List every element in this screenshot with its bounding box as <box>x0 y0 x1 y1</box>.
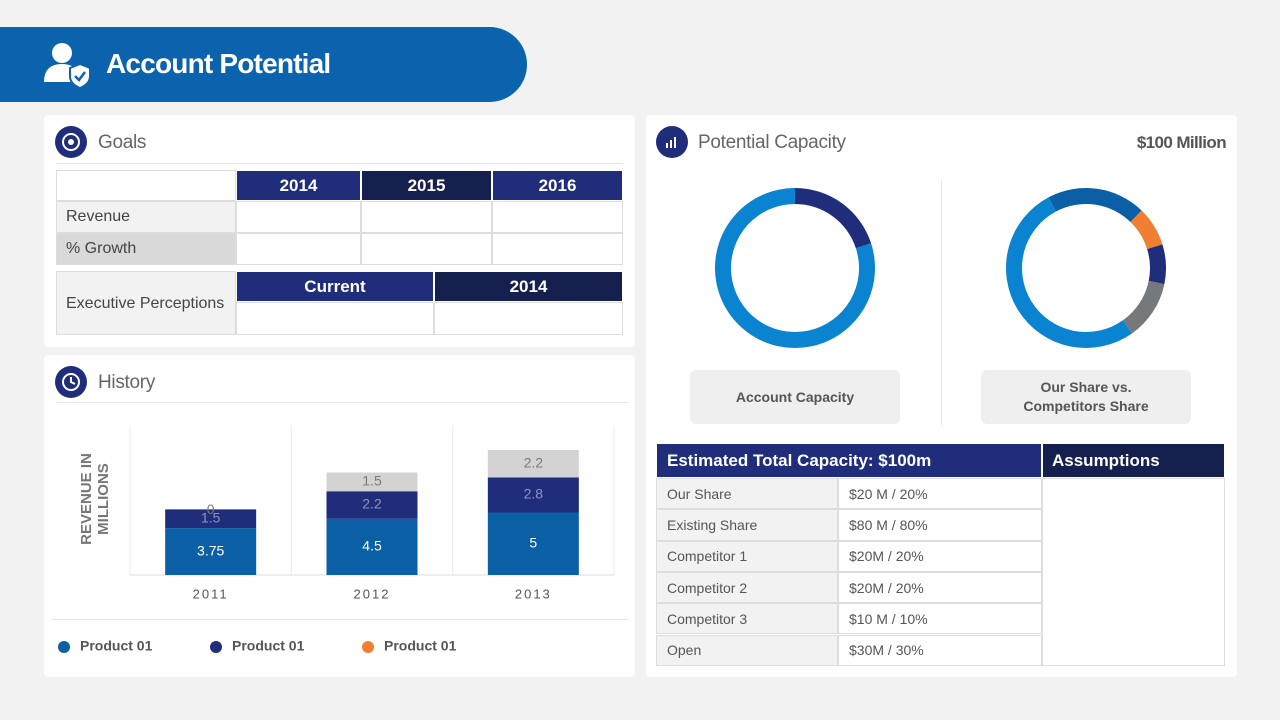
row-label: Competitor 3 <box>656 603 838 635</box>
x-tick-label: 2011 <box>193 586 229 601</box>
table-cell: $30M / 30% <box>838 634 1042 666</box>
bar-segment <box>326 518 418 575</box>
section-title: Goals <box>98 132 147 153</box>
row-label: % Growth <box>56 233 236 265</box>
table-cell <box>236 302 434 335</box>
table-cell <box>361 233 492 265</box>
legend-label: Product 01 <box>232 638 305 654</box>
table-cell: $20M / 20% <box>838 540 1042 572</box>
data-label: 2.2 <box>524 454 544 470</box>
row-label: Existing Share <box>656 509 838 541</box>
data-label: 5 <box>529 534 537 550</box>
legend-label: Product 01 <box>80 638 153 654</box>
bar-segment <box>326 472 418 492</box>
goals-icon <box>55 126 87 158</box>
table-cell <box>492 233 623 265</box>
y-axis-label: REVENUE IN MILLIONS <box>78 453 112 545</box>
column-header: Current <box>236 271 434 302</box>
table-cell <box>434 302 623 335</box>
donut-label: Account Capacity <box>690 370 900 424</box>
table-cell: $20 M / 20% <box>838 478 1042 510</box>
divider <box>52 619 628 620</box>
x-tick-label: 2013 <box>515 586 552 601</box>
table-cell <box>361 201 492 233</box>
donut-segment <box>1006 197 1133 348</box>
donut-segment <box>1048 188 1142 222</box>
data-label: 1.5 <box>362 473 382 489</box>
legend-marker <box>58 641 70 653</box>
capacity-total: $100 Million <box>1136 133 1227 152</box>
donut-segment <box>795 188 872 249</box>
section-title: Potential Capacity <box>698 132 846 153</box>
donut-segment <box>1122 280 1165 334</box>
row-label: Competitor 2 <box>656 571 838 604</box>
data-label: 2.8 <box>524 486 544 502</box>
data-label: 4.5 <box>362 538 382 554</box>
donut-segment <box>1130 210 1163 250</box>
table-cell: $20M / 20% <box>838 571 1042 604</box>
table-header: Estimated Total Capacity: $100m <box>656 443 1042 478</box>
bar-segment <box>487 450 579 478</box>
row-label: Revenue <box>56 201 236 233</box>
bar-segment <box>487 512 579 575</box>
row-label: Our Share <box>656 478 838 510</box>
data-label: 1.5 <box>201 509 221 525</box>
year-header: 2014 <box>236 170 361 201</box>
section-title: History <box>98 372 156 393</box>
column-header: 2014 <box>434 271 623 302</box>
table-cell <box>236 201 361 233</box>
legend-label: Product 01 <box>384 638 457 654</box>
table-header: Assumptions <box>1042 443 1225 478</box>
page-title: Account Potential <box>106 48 331 79</box>
history-icon <box>55 366 87 398</box>
divider <box>941 180 942 425</box>
table-cell: $80 M / 80% <box>838 509 1042 541</box>
data-label: 0 <box>207 501 215 517</box>
divider <box>56 402 628 403</box>
row-label: Open <box>656 634 838 666</box>
data-label: 2.2 <box>362 496 382 512</box>
header-icon <box>44 43 91 90</box>
year-header: 2016 <box>492 170 623 201</box>
table-cell <box>492 201 623 233</box>
bar-segment <box>487 477 579 513</box>
year-header: 2015 <box>361 170 492 201</box>
donut-label: Our Share vs. Competitors Share <box>981 370 1191 424</box>
bar-segment <box>165 528 257 575</box>
bar-segment <box>326 491 418 519</box>
bar-segment <box>165 509 257 529</box>
table-cell: $10 M / 10% <box>838 603 1042 635</box>
data-label: 3.75 <box>197 542 224 558</box>
divider <box>56 163 623 164</box>
donut-segment <box>1147 244 1166 285</box>
header-bar <box>0 27 527 102</box>
legend-marker <box>362 641 374 653</box>
row-label: Competitor 1 <box>656 540 838 572</box>
assumptions-cell <box>1042 478 1225 666</box>
x-tick-label: 2012 <box>354 586 391 601</box>
capacity-icon <box>656 126 688 158</box>
legend-marker <box>210 641 222 653</box>
row-label: Executive Perceptions <box>56 271 236 335</box>
table-corner <box>56 170 236 201</box>
table-cell <box>236 233 361 265</box>
